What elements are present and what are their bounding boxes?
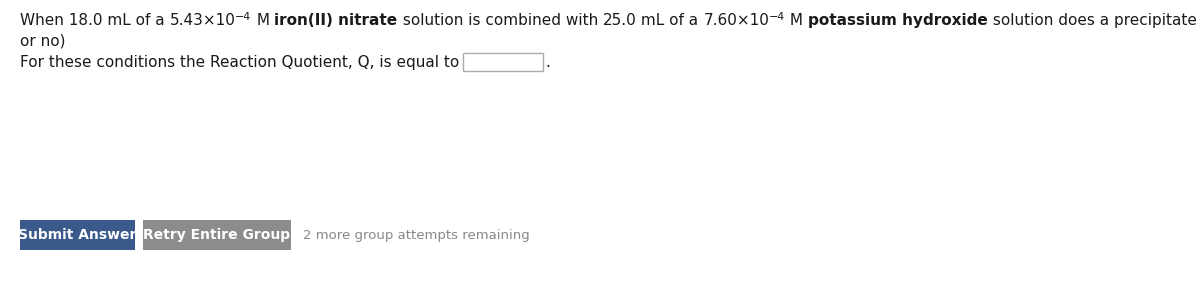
Text: M: M (252, 13, 275, 28)
Text: −4: −4 (235, 12, 252, 22)
FancyBboxPatch shape (143, 220, 292, 250)
Text: mL of a: mL of a (636, 13, 703, 28)
Text: 2 more group attempts remaining: 2 more group attempts remaining (302, 229, 529, 242)
Text: solution does a precipitate form?: solution does a precipitate form? (988, 13, 1200, 28)
Text: potassium hydroxide: potassium hydroxide (809, 13, 988, 28)
Text: or no): or no) (20, 33, 66, 48)
Text: −4: −4 (769, 12, 785, 22)
FancyBboxPatch shape (20, 220, 134, 250)
Text: 25.0: 25.0 (602, 13, 636, 28)
Text: For these conditions the Reaction Quotient, Q, is equal to: For these conditions the Reaction Quotie… (20, 55, 460, 70)
FancyBboxPatch shape (463, 53, 544, 71)
Text: iron(II) nitrate: iron(II) nitrate (275, 13, 397, 28)
Text: Submit Answer: Submit Answer (18, 228, 137, 242)
Text: solution is combined with: solution is combined with (397, 13, 602, 28)
Text: .: . (545, 55, 550, 70)
Text: M: M (785, 13, 809, 28)
Text: When 18.0 mL of a: When 18.0 mL of a (20, 13, 169, 28)
Text: 5.43×10: 5.43×10 (169, 13, 235, 28)
Text: 7.60×10: 7.60×10 (703, 13, 769, 28)
Text: Retry Entire Group: Retry Entire Group (144, 228, 290, 242)
